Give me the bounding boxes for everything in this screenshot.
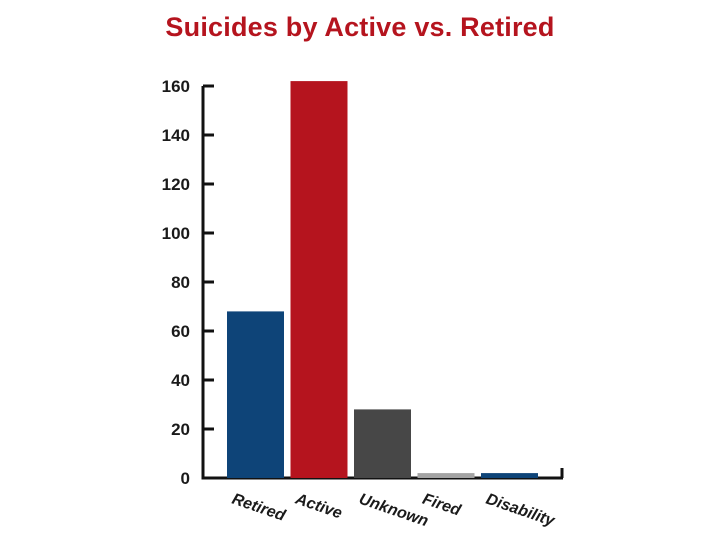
bar-active	[290, 81, 348, 478]
x-tick-label: Active	[292, 490, 344, 522]
bar-retired	[227, 311, 284, 478]
bars	[227, 81, 538, 478]
chart-title: Suicides by Active vs. Retired	[165, 12, 555, 42]
x-tick-label: Disability	[484, 491, 558, 531]
y-tick-label: 100	[162, 224, 190, 243]
bar-disability	[481, 473, 538, 478]
y-tick-label: 160	[162, 77, 190, 96]
x-tick-label: Retired	[230, 491, 289, 525]
y-ticks: 0 20 40 60 80 100 120 140 160	[162, 77, 214, 488]
y-tick-label: 80	[171, 273, 190, 292]
y-tick-label: 140	[162, 126, 190, 145]
x-tick-label: Unknown	[357, 491, 431, 531]
bar-fired	[417, 473, 475, 478]
y-tick-label: 60	[171, 322, 190, 341]
y-tick-label: 0	[181, 469, 190, 488]
bar-unknown	[354, 409, 411, 478]
y-tick-label: 20	[171, 420, 190, 439]
y-tick-label: 40	[171, 371, 190, 390]
y-tick-label: 120	[162, 175, 190, 194]
